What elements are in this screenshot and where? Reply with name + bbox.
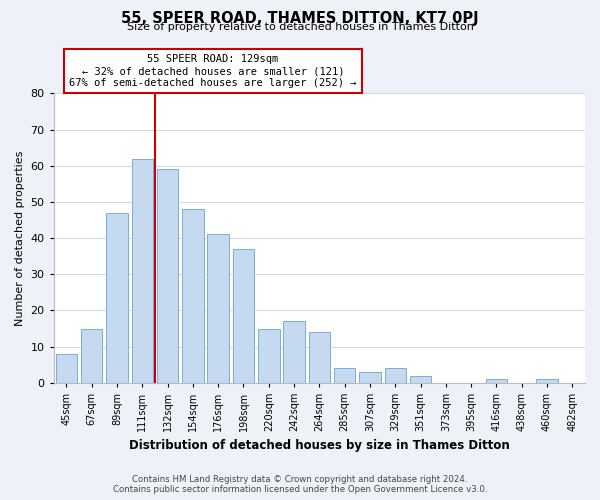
Bar [233,249,254,383]
Bar [106,213,128,383]
Bar [131,158,153,383]
Bar [359,372,381,383]
Bar [283,322,305,383]
Text: 55 SPEER ROAD: 129sqm
← 32% of detached houses are smaller (121)
67% of semi-det: 55 SPEER ROAD: 129sqm ← 32% of detached … [70,54,357,88]
Bar [410,376,431,383]
Bar [308,332,330,383]
Text: Contains HM Land Registry data © Crown copyright and database right 2024.
Contai: Contains HM Land Registry data © Crown c… [113,474,487,494]
Bar [334,368,355,383]
Bar [536,379,558,383]
Bar [182,209,203,383]
Y-axis label: Number of detached properties: Number of detached properties [15,150,25,326]
Bar [485,379,507,383]
Bar [81,328,103,383]
Text: Size of property relative to detached houses in Thames Ditton: Size of property relative to detached ho… [127,22,473,32]
Text: 55, SPEER ROAD, THAMES DITTON, KT7 0PJ: 55, SPEER ROAD, THAMES DITTON, KT7 0PJ [121,11,479,26]
X-axis label: Distribution of detached houses by size in Thames Ditton: Distribution of detached houses by size … [129,440,510,452]
Bar [208,234,229,383]
Bar [56,354,77,383]
Bar [385,368,406,383]
Bar [157,170,178,383]
Bar [258,328,280,383]
